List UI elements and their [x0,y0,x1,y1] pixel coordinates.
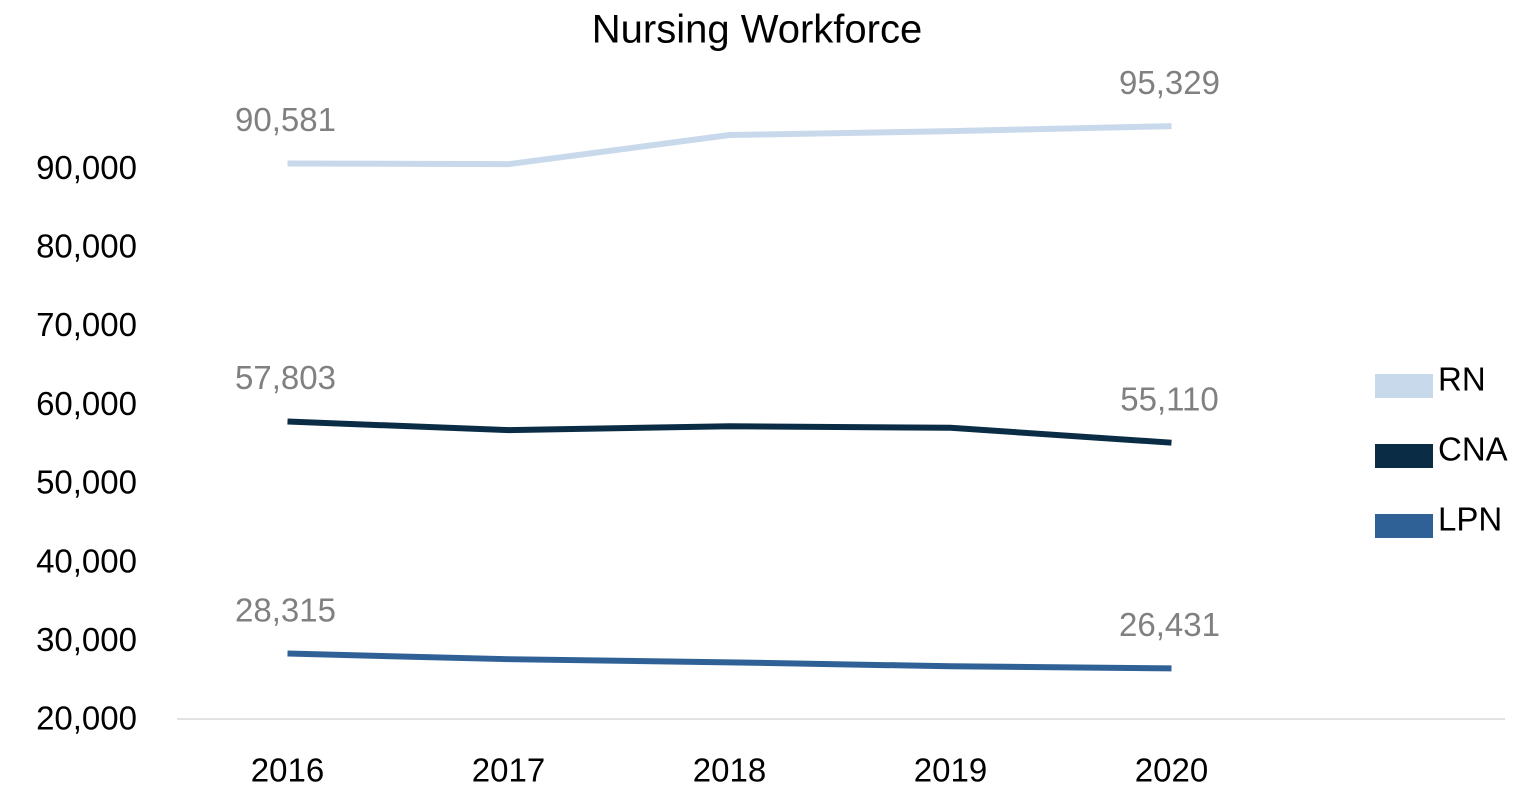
series-line [287,650,1172,672]
x-tick-label: 2017 [472,752,545,789]
y-tick-label: 50,000 [36,464,137,501]
legend-label: LPN [1438,501,1502,538]
legend-swatch [1375,444,1433,468]
y-tick-label: 30,000 [36,621,137,658]
y-tick-label: 70,000 [36,306,137,343]
x-tick-label: 2020 [1135,752,1208,789]
data-label: 55,110 [1120,380,1218,417]
legend-label: CNA [1438,431,1508,468]
y-tick-label: 60,000 [36,385,137,422]
legend-swatch [1375,514,1433,538]
data-label: 95,329 [1119,64,1220,101]
data-label: 90,581 [235,101,336,138]
y-tick-label: 40,000 [36,542,137,579]
legend-label: RN [1438,361,1486,398]
y-tick-label: 80,000 [36,228,137,265]
x-tick-label: 2018 [693,752,766,789]
data-label: 26,431 [1119,606,1220,643]
data-label: 28,315 [235,591,336,628]
series-line [287,418,1172,446]
series-line [287,123,1172,168]
y-tick-label: 90,000 [36,149,137,186]
y-tick-label: 20,000 [36,700,137,737]
x-tick-label: 2019 [914,752,987,789]
legend-swatch [1375,374,1433,398]
chart-title: Nursing Workforce [592,8,922,52]
data-label: 57,803 [235,359,336,396]
x-tick-label: 2016 [251,752,324,789]
